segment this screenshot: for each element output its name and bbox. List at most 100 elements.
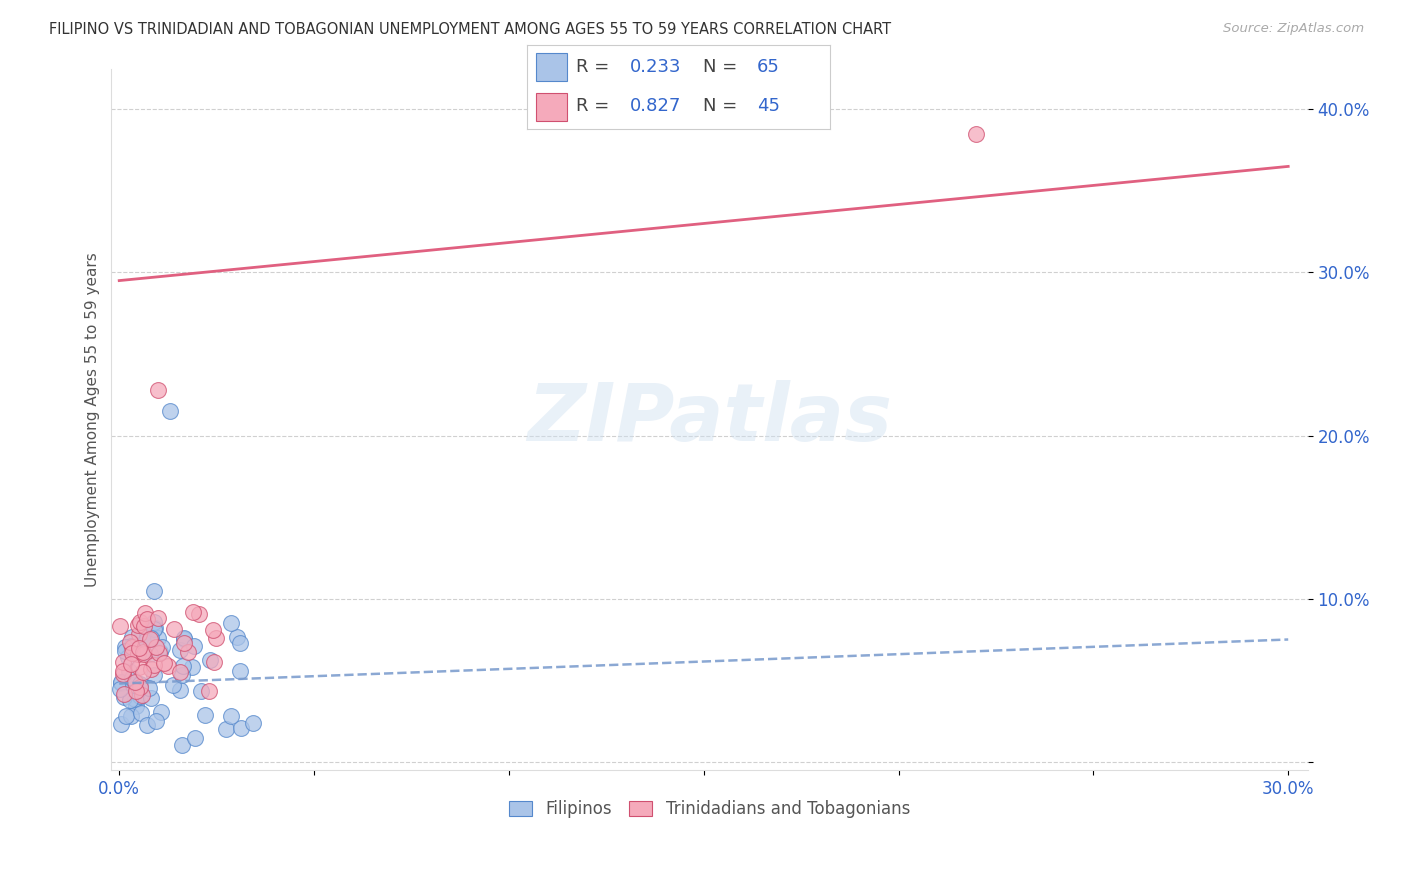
Point bbox=[120, 709, 142, 723]
Bar bbox=[536, 54, 567, 81]
Text: FILIPINO VS TRINIDADIAN AND TOBAGONIAN UNEMPLOYMENT AMONG AGES 55 TO 59 YEARS CO: FILIPINO VS TRINIDADIAN AND TOBAGONIAN U… bbox=[49, 22, 891, 37]
Point bbox=[226, 631, 249, 645]
Point bbox=[221, 615, 243, 630]
Point bbox=[173, 632, 195, 646]
Point bbox=[198, 684, 221, 698]
Point bbox=[150, 640, 173, 655]
Point bbox=[141, 690, 163, 705]
Text: N =: N = bbox=[703, 97, 742, 115]
Point bbox=[118, 693, 141, 707]
Text: 45: 45 bbox=[756, 97, 780, 115]
Point bbox=[145, 640, 167, 655]
Point bbox=[134, 606, 156, 620]
Point bbox=[136, 717, 159, 731]
Point bbox=[205, 632, 228, 646]
Point bbox=[118, 664, 141, 678]
Point bbox=[229, 664, 252, 678]
Point bbox=[198, 652, 221, 666]
Point bbox=[112, 687, 135, 701]
Bar bbox=[536, 93, 567, 120]
Text: Source: ZipAtlas.com: Source: ZipAtlas.com bbox=[1223, 22, 1364, 36]
Point bbox=[135, 633, 157, 648]
Point bbox=[121, 640, 143, 654]
Text: 0.827: 0.827 bbox=[630, 97, 682, 115]
Point bbox=[131, 628, 153, 642]
Point bbox=[190, 683, 212, 698]
Point bbox=[184, 731, 207, 746]
Point bbox=[173, 632, 195, 647]
Point bbox=[120, 639, 142, 653]
Point bbox=[128, 680, 150, 694]
Point bbox=[129, 706, 152, 720]
Point bbox=[163, 622, 186, 636]
Point bbox=[153, 656, 176, 670]
Point bbox=[228, 636, 250, 650]
Point bbox=[108, 619, 131, 633]
Point bbox=[132, 645, 155, 659]
Text: R =: R = bbox=[575, 97, 614, 115]
Text: R =: R = bbox=[575, 59, 614, 77]
Point bbox=[188, 607, 211, 621]
Text: 0.233: 0.233 bbox=[630, 59, 682, 77]
Point bbox=[129, 615, 152, 630]
Point bbox=[149, 706, 172, 720]
Point bbox=[170, 738, 193, 752]
Point bbox=[124, 674, 146, 689]
Point bbox=[127, 677, 149, 691]
Point bbox=[145, 714, 167, 729]
Point bbox=[117, 649, 139, 664]
Point bbox=[112, 656, 135, 670]
Point bbox=[173, 636, 195, 650]
Point bbox=[215, 722, 238, 736]
Point bbox=[132, 619, 155, 633]
Point bbox=[148, 646, 170, 660]
Point bbox=[156, 659, 179, 673]
Point bbox=[242, 716, 264, 731]
Point bbox=[142, 615, 165, 629]
Point bbox=[146, 383, 169, 397]
Point bbox=[143, 622, 166, 636]
Point bbox=[112, 664, 135, 678]
Point bbox=[122, 678, 145, 692]
Point bbox=[172, 659, 194, 673]
Point bbox=[114, 644, 136, 658]
Point bbox=[121, 671, 143, 685]
Point bbox=[129, 677, 152, 691]
Point bbox=[149, 645, 172, 659]
Point bbox=[108, 681, 131, 696]
Point bbox=[142, 658, 165, 673]
Point bbox=[124, 692, 146, 706]
Point bbox=[169, 665, 191, 679]
Point bbox=[128, 640, 150, 655]
Point bbox=[114, 640, 136, 654]
Point bbox=[138, 681, 160, 696]
Point bbox=[172, 668, 194, 682]
Point bbox=[131, 646, 153, 660]
Point bbox=[136, 612, 159, 626]
Text: ZIPatlas: ZIPatlas bbox=[527, 380, 891, 458]
Point bbox=[118, 634, 141, 648]
Point bbox=[128, 660, 150, 674]
Point bbox=[183, 640, 205, 654]
Point bbox=[110, 676, 132, 690]
Point bbox=[229, 721, 252, 735]
Point bbox=[966, 127, 988, 141]
Point bbox=[120, 657, 142, 671]
Point bbox=[169, 682, 191, 697]
Point bbox=[115, 708, 138, 723]
Text: N =: N = bbox=[703, 59, 742, 77]
Point bbox=[132, 647, 155, 661]
Point bbox=[202, 655, 225, 669]
Point bbox=[143, 583, 166, 598]
Point bbox=[129, 689, 152, 703]
Point bbox=[180, 660, 202, 674]
Legend: Filipinos, Trinidadians and Tobagonians: Filipinos, Trinidadians and Tobagonians bbox=[502, 794, 917, 825]
Point bbox=[125, 683, 148, 698]
Point bbox=[125, 699, 148, 714]
Point bbox=[148, 631, 170, 645]
Point bbox=[162, 678, 184, 692]
Point bbox=[128, 626, 150, 640]
Point bbox=[177, 644, 200, 658]
Point bbox=[131, 688, 153, 702]
Point bbox=[194, 708, 217, 723]
